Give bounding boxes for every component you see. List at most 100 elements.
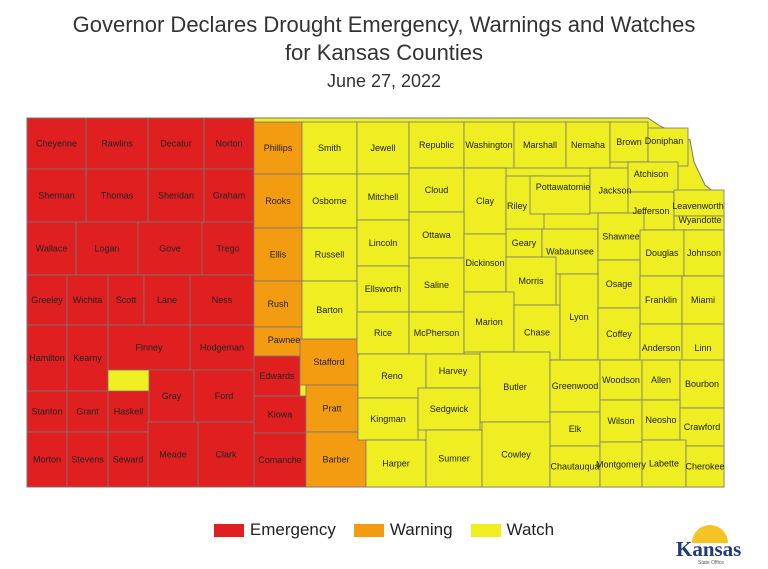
county-mcpherson — [408, 311, 465, 355]
county-miami — [681, 275, 725, 325]
county-label-ness: Ness — [212, 295, 233, 305]
legend-item-emergency: Emergency — [213, 520, 336, 540]
county-label-osborne: Osborne — [312, 196, 347, 206]
county-label-nemaha: Nemaha — [571, 140, 605, 150]
county-sumner — [425, 429, 483, 488]
county-label-comanche: Comanche — [258, 455, 302, 465]
county-chautauqua — [549, 445, 601, 488]
county-trego — [201, 221, 255, 276]
county-label-jefferson: Jefferson — [633, 206, 670, 216]
county-label-layer: Cheyenne Rawlins Decatur Norton Sherman Thoma… — [29, 136, 724, 472]
county-label-clay: Clay — [476, 196, 495, 206]
county-label-brown: Brown — [616, 137, 642, 147]
county-label-wabaunsee: Wabaunsee — [546, 247, 594, 257]
county-label-leavenworth: Leavenworth — [672, 201, 724, 211]
county-label-coffey: Coffey — [606, 329, 632, 339]
county-doniphan — [647, 127, 689, 167]
county-label-pawnee: Pawnee — [268, 335, 301, 345]
county-label-meade: Meade — [159, 450, 187, 460]
sun-icon — [692, 525, 728, 543]
county-label-rush: Rush — [267, 299, 288, 309]
county-clay — [463, 167, 507, 235]
map-date: June 27, 2022 — [326, 71, 442, 91]
county-meade — [147, 421, 199, 488]
county-layer — [26, 117, 725, 488]
county-ford — [193, 369, 255, 423]
county-cherokee — [685, 445, 725, 488]
county-label-scott: Scott — [116, 295, 137, 305]
county-label-shawnee: Shawnee — [602, 232, 640, 242]
county-label-marshall: Marshall — [523, 140, 557, 150]
county-label-dickinson: Dickinson — [465, 258, 504, 268]
county-label-wichita: Wichita — [73, 295, 103, 305]
county-label-thomas: Thomas — [101, 191, 134, 201]
county-label-cherokee: Cherokee — [685, 462, 724, 472]
county-label-woodson: Woodson — [602, 375, 640, 385]
county-label-republic: Republic — [419, 140, 455, 150]
county-saline — [408, 257, 465, 313]
county-cloud — [408, 167, 465, 213]
county-label-graham: Graham — [213, 191, 246, 201]
county-label-stevens: Stevens — [71, 455, 104, 465]
county-chase — [513, 304, 561, 361]
county-label-stanton: Stanton — [31, 407, 62, 417]
county-sheridan — [147, 168, 205, 223]
county-label-sheridan: Sheridan — [158, 191, 194, 201]
county-greeley — [26, 274, 68, 326]
county-label-mcpherson: McPherson — [414, 328, 460, 338]
county-label-johnson: Johnson — [687, 248, 721, 258]
county-label-washington: Washington — [465, 140, 512, 150]
county-label-saline: Saline — [424, 280, 449, 290]
county-label-franklin: Franklin — [645, 295, 677, 305]
county-rice — [356, 311, 410, 355]
county-lyon — [559, 273, 599, 361]
county-butler — [479, 351, 551, 423]
county-sedgwick — [417, 387, 481, 431]
county-label-crawford: Crawford — [684, 422, 721, 432]
county-barber — [305, 431, 367, 488]
county-label-ellis: Ellis — [270, 250, 287, 260]
county-label-sedgwick: Sedgwick — [430, 404, 469, 414]
county-labette — [641, 439, 687, 488]
county-label-hamilton: Hamilton — [29, 353, 65, 363]
county-cowley — [481, 421, 551, 488]
county-decatur — [147, 117, 205, 170]
county-osage — [597, 259, 641, 309]
county-label-kiowa: Kiowa — [268, 410, 293, 420]
county-bourbon — [679, 359, 725, 409]
county-stanton — [26, 390, 68, 433]
county-label-wilson: Wilson — [607, 416, 634, 426]
county-label-marion: Marion — [475, 317, 503, 327]
county-label-reno: Reno — [381, 371, 403, 381]
county-rooks — [253, 173, 303, 229]
county-label-ottawa: Ottawa — [422, 230, 451, 240]
county-label-allen: Allen — [651, 375, 671, 385]
county-johnson — [683, 229, 725, 277]
county-pottawatomie — [529, 175, 591, 215]
county-label-logan: Logan — [94, 244, 119, 254]
county-phillips — [253, 121, 303, 175]
county-label-osage: Osage — [606, 279, 633, 289]
county-label-butler: Butler — [503, 382, 527, 392]
county-barton — [301, 280, 358, 340]
county-label-edwards: Edwards — [259, 371, 295, 381]
county-comanche — [253, 432, 307, 488]
county-ellis — [253, 227, 303, 282]
county-label-ellsworth: Ellsworth — [365, 284, 402, 294]
legend-swatch-warning — [353, 523, 384, 537]
county-nemaha — [565, 121, 611, 169]
county-label-stafford: Stafford — [313, 357, 344, 367]
county-label-jewell: Jewell — [370, 143, 395, 153]
legend-swatch-emergency — [213, 523, 244, 537]
county-label-cloud: Cloud — [425, 185, 449, 195]
county-montgomery — [599, 441, 643, 488]
county-clark — [197, 421, 255, 488]
county-label-morton: Morton — [33, 455, 61, 465]
county-label-lincoln: Lincoln — [369, 238, 398, 248]
county-thomas — [85, 168, 149, 223]
county-brown — [609, 121, 649, 163]
county-wallace — [26, 221, 77, 276]
county-seward — [107, 431, 149, 488]
county-finney — [107, 324, 191, 371]
county-label-gray: Gray — [162, 391, 182, 401]
